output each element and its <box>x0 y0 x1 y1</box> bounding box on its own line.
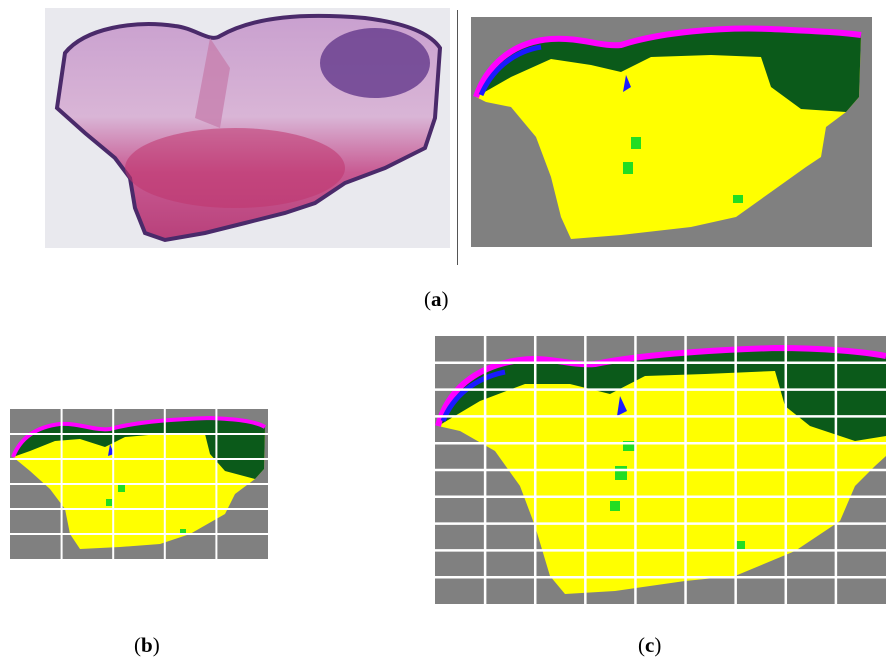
panel-divider <box>457 10 458 265</box>
segmentation-grid-b <box>10 409 268 559</box>
he-stained-tissue-image <box>45 8 450 248</box>
caption-c: (c) <box>638 633 662 657</box>
segmentation-grid-c <box>435 336 886 604</box>
caption-b: (b) <box>134 633 160 657</box>
caption-a: (a) <box>424 287 449 311</box>
segmentation-map-a <box>471 17 872 247</box>
